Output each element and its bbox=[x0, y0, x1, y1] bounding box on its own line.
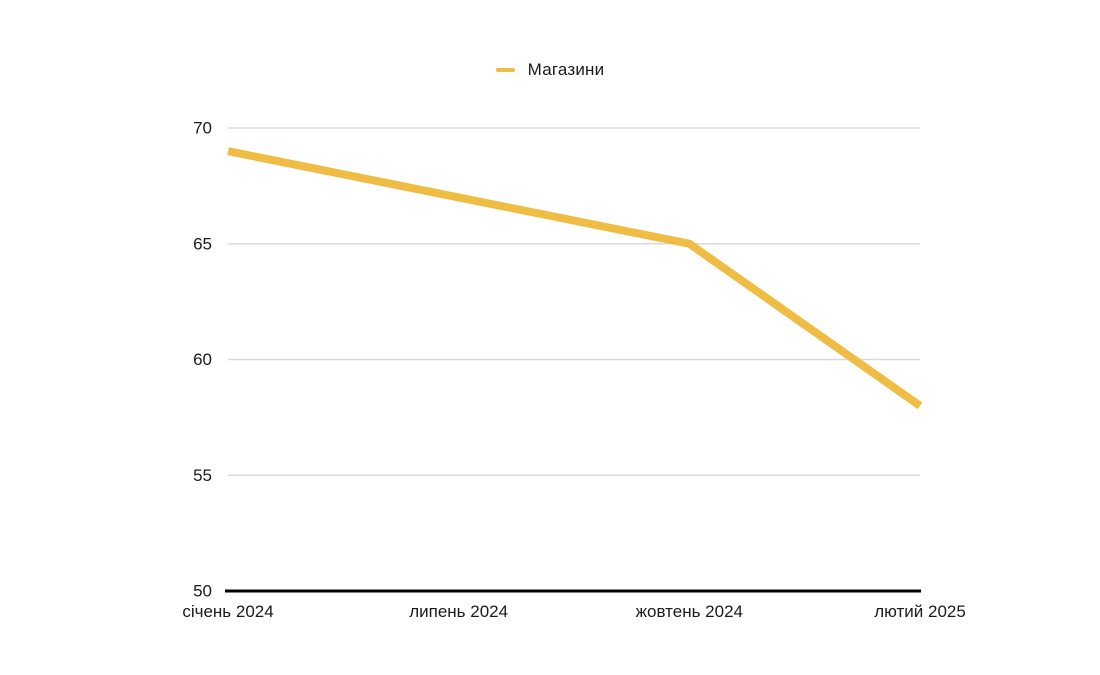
y-tick-label: 70 bbox=[193, 119, 212, 138]
y-tick-label: 50 bbox=[193, 582, 212, 601]
y-axis-labels: 50 55 60 65 70 bbox=[193, 119, 212, 601]
x-tick-label: жовтень 2024 bbox=[636, 602, 743, 621]
x-tick-label: січень 2024 bbox=[182, 602, 273, 621]
data-series bbox=[227, 147, 923, 410]
legend-label: Магазини bbox=[527, 60, 605, 79]
y-tick-label: 65 bbox=[193, 234, 212, 253]
x-tick-label: лютий 2025 bbox=[874, 602, 966, 621]
x-tick-label: липень 2024 bbox=[409, 602, 508, 621]
x-axis-labels: січень 2024 липень 2024 жовтень 2024 лютий … bbox=[182, 602, 966, 621]
gridlines bbox=[228, 127, 920, 476]
y-tick-label: 55 bbox=[193, 466, 212, 485]
series-line-Магазини bbox=[227, 147, 923, 410]
legend-item-magazyny[interactable]: Магазини bbox=[495, 60, 605, 80]
chart-legend: Магазини bbox=[0, 60, 1100, 80]
legend-line-swatch bbox=[495, 68, 515, 72]
y-tick-label: 60 bbox=[193, 350, 212, 369]
